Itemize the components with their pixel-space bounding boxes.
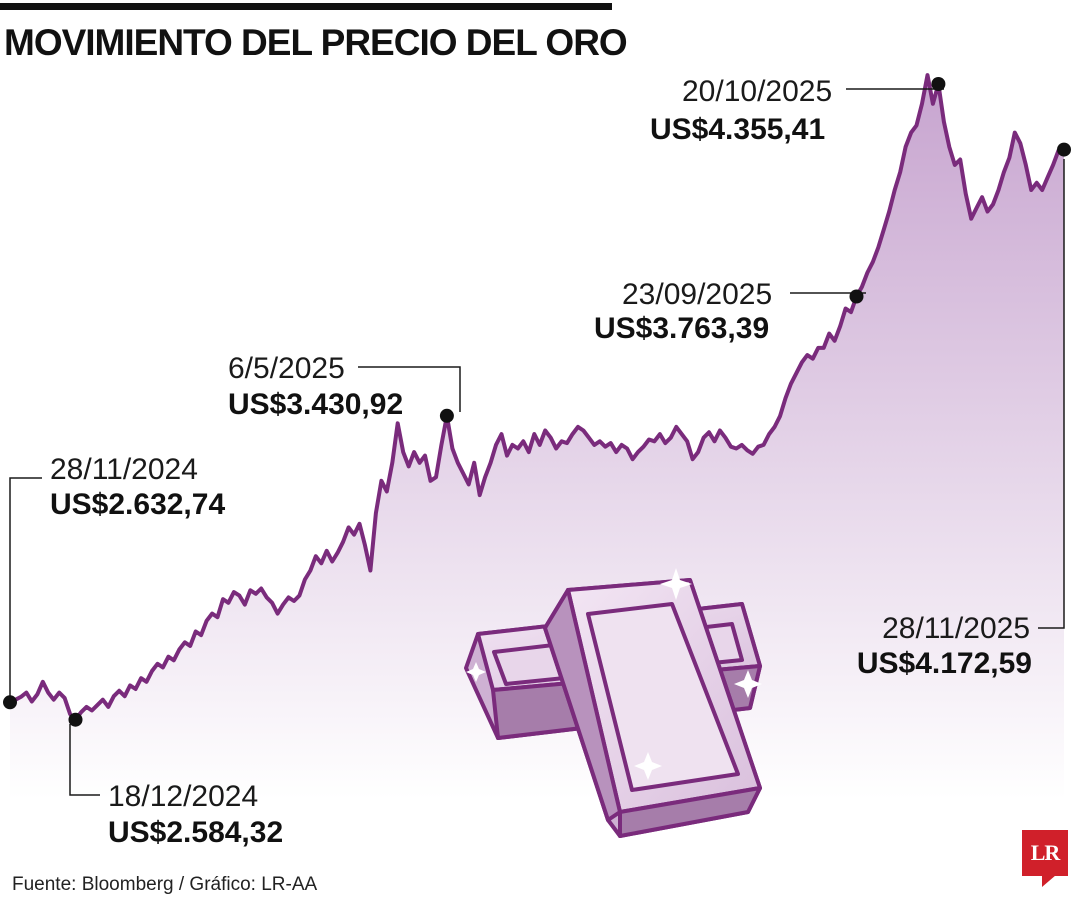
price-line [8, 73, 1066, 722]
annotation-september: 23/09/2025 US$3.763,39 [594, 278, 866, 345]
annotation-value: US$4.172,59 [857, 647, 1032, 680]
leader-line [9, 477, 42, 696]
lr-logo: LR [1022, 830, 1068, 876]
leader-line [358, 366, 461, 412]
point-marker [1057, 142, 1071, 157]
annotation-end: 28/11/2025 US$4.172,59 [857, 142, 1071, 680]
annotation-low: 18/12/2024 US$2.584,32 [68, 712, 283, 849]
annotation-value: US$2.632,74 [50, 488, 225, 521]
annotation-date: 23/09/2025 [622, 278, 772, 311]
sparkle-icon [466, 568, 762, 780]
annotation-value: US$3.763,39 [594, 312, 769, 345]
point-marker [849, 289, 864, 304]
front-gold-bar [543, 578, 762, 838]
source-note: Fuente: Bloomberg / Gráfico: LR-AA [12, 874, 318, 895]
gold-bars-icon [464, 578, 762, 838]
annotation-value: US$2.584,32 [108, 816, 283, 849]
title-rule [0, 3, 612, 10]
annotation-date: 6/5/2025 [228, 352, 345, 385]
chart-title: MOVIMIENTO DEL PRECIO DEL ORO [4, 22, 628, 63]
annotation-value: US$3.430,92 [228, 388, 403, 421]
annotation-may-peak: 6/5/2025 US$3.430,92 [228, 352, 461, 423]
leader-line [69, 724, 100, 796]
price-area [10, 75, 1064, 801]
point-marker [68, 712, 83, 727]
logo-tail [1042, 875, 1056, 887]
annotation-date: 20/10/2025 [682, 75, 832, 108]
annotations: 28/11/2024 US$2.632,74 18/12/2024 US$2.5… [3, 75, 1071, 849]
leader-line [1038, 159, 1065, 629]
point-marker [3, 695, 17, 710]
point-marker [439, 408, 454, 423]
annotation-max: 20/10/2025 US$4.355,41 [650, 75, 946, 146]
annotation-start: 28/11/2024 US$2.632,74 [3, 453, 225, 710]
annotation-date: 18/12/2024 [108, 780, 258, 813]
annotation-date: 28/11/2024 [50, 453, 198, 486]
annotation-date: 28/11/2025 [882, 612, 1030, 645]
point-marker [931, 77, 946, 91]
annotation-value: US$4.355,41 [650, 113, 825, 146]
